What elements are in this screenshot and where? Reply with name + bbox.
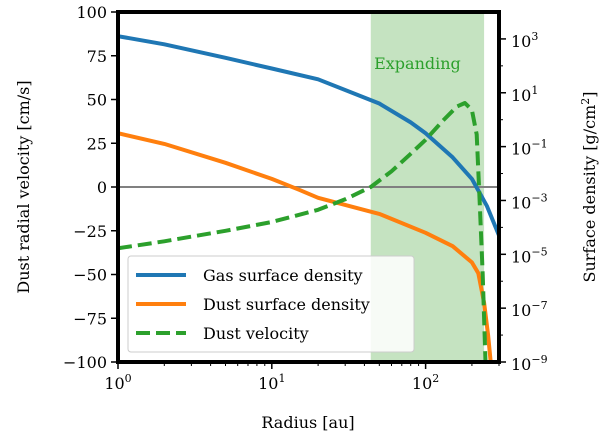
y-left-tick-label-4: 0 — [97, 178, 107, 197]
y-right-axis-title-close: ] — [580, 91, 599, 97]
x-tick-label-2-base: 10 — [412, 374, 432, 393]
y-right-tick-label-4-exp: −5 — [531, 245, 547, 258]
series-line-2 — [118, 101, 488, 362]
y-right-tick-label-2-base: 10 — [511, 140, 531, 159]
y-left-tick-label-2: 50 — [87, 91, 107, 110]
y-right-tick-label-2-exp: −1 — [531, 138, 547, 151]
x-tick-label-0-base: 10 — [104, 374, 124, 393]
y-right-tick-label-0-exp: 3 — [531, 30, 538, 43]
y-right-tick-label-3: 10−3 — [511, 191, 548, 212]
y-right-tick-label-0-base: 10 — [511, 32, 531, 51]
x-tick-label-2-exp: 2 — [432, 372, 439, 385]
x-tick-label-0-exp: 0 — [125, 372, 132, 385]
y-right-tick-label-4-base: 10 — [511, 247, 531, 266]
region-label: Expanding — [374, 54, 461, 73]
legend-label-2: Dust velocity — [203, 324, 309, 343]
y-right-tick-label-5: 10−7 — [511, 299, 548, 320]
x-tick-label-2: 102 — [412, 372, 439, 393]
y-right-tick-label-0: 103 — [511, 30, 538, 51]
y-right-tick-label-5-exp: −7 — [531, 299, 547, 312]
y-right-axis-title-sup: 2 — [579, 98, 592, 105]
y-right-tick-label-6-base: 10 — [511, 355, 531, 374]
x-axis-title: Radius [au] — [261, 413, 354, 432]
y-left-tick-label-7: −75 — [73, 309, 107, 328]
y-right-tick-label-4: 10−5 — [511, 245, 548, 266]
y-right-tick-label-6: 10−9 — [511, 353, 548, 374]
y-right-axis-title: Surface density [g/cm2] — [579, 91, 599, 282]
legend-label-1: Dust surface density — [203, 295, 370, 314]
y-left-tick-label-1: 75 — [87, 47, 107, 66]
y-right-tick-label-5-base: 10 — [511, 301, 531, 320]
y-left-tick-label-3: 25 — [87, 134, 107, 153]
y-right-tick-label-1-base: 10 — [511, 86, 531, 105]
x-tick-label-1: 101 — [258, 372, 285, 393]
legend: Gas surface density Dust surface density D… — [127, 255, 415, 353]
x-tick-label-1-base: 10 — [258, 374, 278, 393]
y-right-tick-label-3-exp: −3 — [531, 191, 547, 204]
y-right-tick-label-1-exp: 1 — [531, 84, 538, 97]
y-right-tick-label-2: 10−1 — [511, 138, 548, 159]
y-left-axis-title: Dust radial velocity [cm/s] — [14, 80, 33, 293]
y-left-tick-label-0: 100 — [76, 3, 107, 22]
y-left-tick-label-8: −100 — [63, 353, 107, 372]
legend-label-0: Gas surface density — [203, 266, 363, 285]
y-right-tick-label-1: 101 — [511, 84, 538, 105]
legend-box — [127, 255, 415, 353]
y-right-tick-label-3-base: 10 — [511, 193, 531, 212]
x-tick-label-0: 100 — [104, 372, 131, 393]
y-left-tick-label-5: −25 — [73, 222, 107, 241]
y-left-tick-label-6: −50 — [73, 266, 107, 285]
series-line-0 — [118, 34, 499, 237]
y-right-tick-label-6-exp: −9 — [531, 353, 547, 366]
x-tick-label-1-exp: 1 — [278, 372, 285, 385]
